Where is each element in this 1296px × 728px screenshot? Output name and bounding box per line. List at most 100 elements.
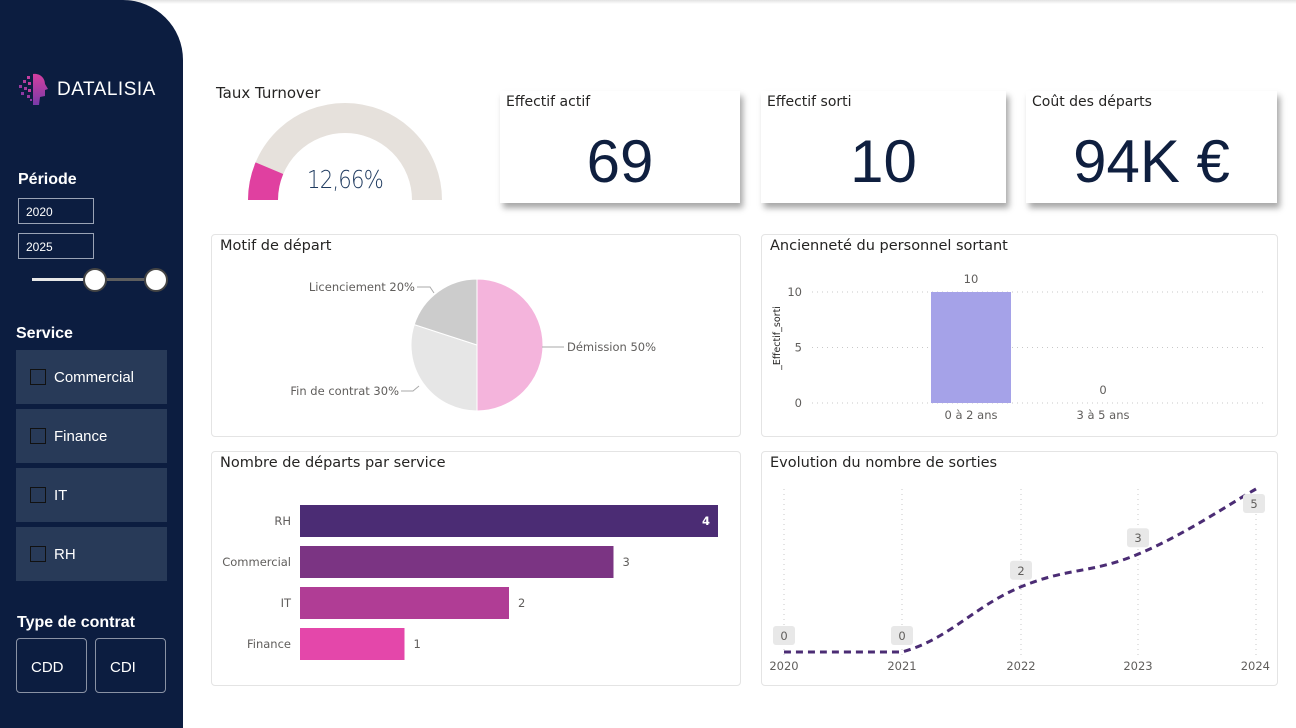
- data-label-background: [1127, 528, 1149, 548]
- y-axis-label: _Effectif_sorti: [772, 306, 783, 371]
- pie-label-fin-de-contrat: Fin de contrat 30%: [290, 384, 399, 398]
- checkbox-icon[interactable]: [30, 369, 46, 385]
- service-item-label: RH: [54, 545, 76, 563]
- data-label: 2: [518, 596, 525, 610]
- periode-end-input[interactable]: 2025: [18, 233, 94, 259]
- chart-title: Nombre de départs par service: [220, 455, 446, 471]
- pie-slice-licenciement[interactable]: [413, 278, 478, 346]
- service-item-label: Commercial: [54, 368, 135, 386]
- pie-leader-line: [417, 286, 435, 294]
- service-item-commercial[interactable]: Commercial: [16, 350, 167, 404]
- bar-card-departs-service: Nombre de départs par service RH Commerc…: [211, 451, 741, 686]
- x-tick-label: 2023: [1123, 659, 1152, 673]
- service-item-it[interactable]: IT: [16, 468, 167, 522]
- checkbox-icon[interactable]: [30, 487, 46, 503]
- chart-title: Ancienneté du personnel sortant: [770, 238, 1008, 254]
- periode-title: Période: [18, 171, 77, 188]
- turnover-gauge: [248, 103, 442, 201]
- chart-title: Evolution du nombre de sorties: [770, 455, 998, 471]
- gridlines: [812, 291, 1267, 404]
- x-tick-label: 2021: [887, 659, 916, 673]
- data-label-background: [773, 626, 795, 645]
- x-tick-label: 2022: [1006, 659, 1035, 673]
- bar-card-anciennete: Ancienneté du personnel sortant _Effecti…: [761, 234, 1278, 437]
- periode-slider-start-handle[interactable]: [83, 268, 107, 292]
- bar-finance[interactable]: [300, 628, 405, 660]
- brand-logo: DATALISIA: [16, 72, 156, 108]
- y-ticks: 0 5 10: [787, 285, 802, 410]
- sidebar: DATALISIA Période 2020 2025 Service Comm…: [0, 0, 183, 728]
- line-card-evolution: Evolution du nombre de sorties 0 0 2 3 5…: [761, 451, 1278, 686]
- pie-label-demission: Démission 50%: [567, 340, 656, 354]
- category-label: Commercial: [222, 555, 291, 569]
- gauge-value: 12,66%: [307, 165, 384, 194]
- bar-commercial[interactable]: [300, 546, 614, 578]
- evolution-chart: 0 0 2 3 5 2020 2021 2022 2023 2024: [769, 487, 1270, 673]
- pie-chart: Démission 50% Fin de contrat 30% Licenci…: [290, 278, 656, 412]
- y-tick-label: 0: [795, 396, 802, 410]
- data-label-background: [1010, 560, 1032, 580]
- category-label: Finance: [247, 637, 291, 651]
- periode-slider-fill: [32, 278, 95, 281]
- brand-name: DATALISIA: [57, 79, 156, 100]
- data-label: 0: [1099, 383, 1106, 397]
- contrat-title: Type de contrat: [17, 614, 135, 631]
- category-label: IT: [281, 596, 292, 610]
- pie-leader-line: [401, 385, 420, 392]
- bar-it[interactable]: [300, 587, 509, 619]
- bar-rh[interactable]: [300, 505, 718, 537]
- kpi-card-effectif-actif: Effectif actif 69: [500, 91, 740, 203]
- departs-service-chart: RH Commercial IT Finance 4 3 2 1: [222, 505, 718, 660]
- pie-slice-fin-de-contrat[interactable]: [410, 323, 478, 412]
- checkbox-icon[interactable]: [30, 546, 46, 562]
- data-label: 3: [1134, 531, 1141, 545]
- data-label: 0: [780, 629, 787, 643]
- service-item-rh[interactable]: RH: [16, 527, 167, 581]
- service-item-finance[interactable]: Finance: [16, 409, 167, 463]
- data-label-background: [1243, 494, 1265, 513]
- x-tick-label: 2020: [769, 659, 798, 673]
- gauge-title: Taux Turnover: [216, 84, 321, 102]
- kpi-title: Effectif sorti: [767, 94, 852, 110]
- evolution-line[interactable]: [784, 487, 1257, 654]
- kpi-value: 94K €: [1073, 128, 1230, 195]
- data-label: 1: [414, 637, 421, 651]
- anciennete-chart: _Effectif_sorti 0 5 10 10 0 0 à 2 ans 3 …: [772, 272, 1267, 422]
- bar-0-a-2-ans[interactable]: [931, 292, 1011, 403]
- data-label-background: [891, 626, 913, 645]
- pie-slice-demission[interactable]: [476, 278, 544, 412]
- chart-title: Motif de départ: [220, 238, 332, 254]
- periode-start-input[interactable]: 2020: [18, 198, 94, 224]
- contrat-button-cdd[interactable]: CDD: [16, 638, 87, 693]
- kpi-value: 69: [586, 128, 654, 195]
- data-label: 2: [1017, 564, 1024, 578]
- x-tick-label: 3 à 5 ans: [1077, 408, 1130, 422]
- kpi-title: Effectif actif: [506, 94, 591, 110]
- kpi-card-effectif-sorti: Effectif sorti 10: [761, 91, 1006, 203]
- pie-label-licenciement: Licenciement 20%: [309, 280, 415, 294]
- data-label: 5: [1250, 497, 1257, 511]
- x-tick-label: 2024: [1241, 659, 1270, 673]
- service-item-label: IT: [54, 486, 68, 504]
- kpi-value: 10: [850, 128, 917, 195]
- category-label: RH: [274, 514, 291, 528]
- brand-logo-icon: [19, 73, 48, 105]
- periode-slider-end-handle[interactable]: [144, 268, 168, 292]
- gauge-track: [248, 103, 442, 201]
- contrat-button-cdi[interactable]: CDI: [95, 638, 166, 693]
- y-tick-label: 10: [787, 285, 802, 299]
- service-title: Service: [16, 325, 73, 342]
- gauge-fill: [248, 162, 284, 201]
- data-label: 4: [702, 514, 710, 528]
- service-item-label: Finance: [54, 427, 108, 445]
- x-tick-label: 0 à 2 ans: [945, 408, 998, 422]
- kpi-title: Coût des départs: [1032, 94, 1152, 110]
- data-label: 3: [623, 555, 630, 569]
- data-label: 0: [898, 629, 905, 643]
- pie-card-motif-depart: Motif de départ Démission 50% Fin de con…: [211, 234, 741, 437]
- top-border: [0, 0, 1296, 4]
- data-label: 10: [964, 272, 979, 286]
- y-tick-label: 5: [795, 341, 802, 355]
- checkbox-icon[interactable]: [30, 428, 46, 444]
- kpi-card-cout-departs: Coût des départs 94K €: [1026, 91, 1277, 203]
